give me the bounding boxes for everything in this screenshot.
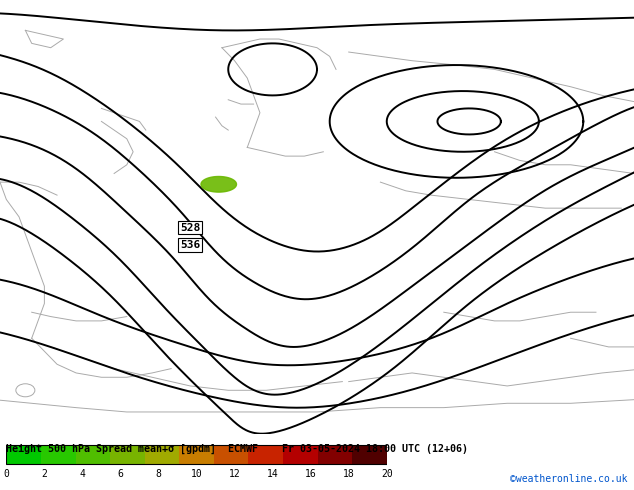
Text: Height 500 hPa Spread mean+σ [gpdm]  ECMWF    Fr 03-05-2024 18:00 UTC (12+06): Height 500 hPa Spread mean+σ [gpdm] ECMW… xyxy=(6,444,469,454)
Text: 2: 2 xyxy=(41,469,48,479)
Bar xyxy=(75,445,110,464)
Bar xyxy=(179,445,214,464)
Bar xyxy=(110,445,145,464)
Text: 10: 10 xyxy=(191,469,202,479)
Text: 14: 14 xyxy=(267,469,278,479)
Text: 528: 528 xyxy=(180,222,200,233)
Text: 12: 12 xyxy=(229,469,240,479)
Text: 6: 6 xyxy=(117,469,124,479)
Text: 8: 8 xyxy=(155,469,162,479)
Bar xyxy=(283,445,318,464)
Text: 536: 536 xyxy=(180,240,200,250)
Bar xyxy=(249,445,283,464)
Bar xyxy=(6,445,41,464)
Bar xyxy=(352,445,387,464)
Bar xyxy=(214,445,249,464)
Text: 20: 20 xyxy=(381,469,392,479)
Bar xyxy=(41,445,75,464)
Bar xyxy=(318,445,352,464)
Text: 18: 18 xyxy=(343,469,354,479)
Polygon shape xyxy=(201,176,236,192)
Bar xyxy=(145,445,179,464)
Text: 4: 4 xyxy=(79,469,86,479)
Text: 16: 16 xyxy=(305,469,316,479)
Text: 0: 0 xyxy=(3,469,10,479)
Text: ©weatheronline.co.uk: ©weatheronline.co.uk xyxy=(510,474,628,484)
Bar xyxy=(6,445,387,464)
